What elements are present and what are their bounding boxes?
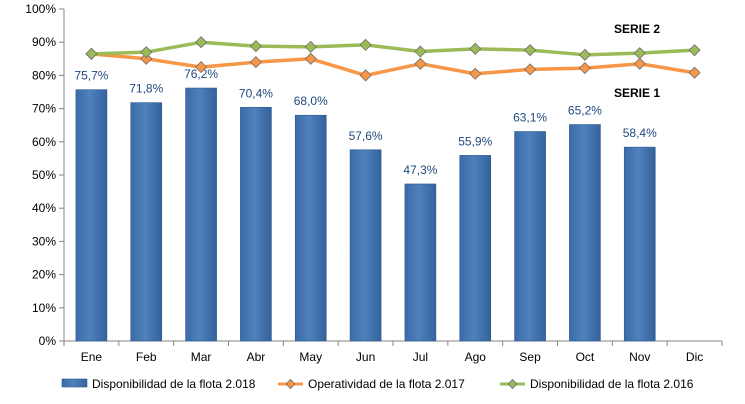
legend-label: Disponibilidad de la flota 2.018 (92, 377, 256, 391)
series-point-marker (304, 52, 317, 65)
legend-label: Disponibilidad de la flota 2.016 (530, 377, 694, 391)
x-tick-label: Mar (191, 350, 212, 364)
y-tick-label: 0% (39, 334, 57, 348)
x-tick-label: Ago (465, 350, 487, 364)
x-tick-label: Ene (81, 350, 103, 364)
bar (514, 131, 546, 342)
x-tick-label: Feb (136, 350, 157, 364)
series-point-marker (249, 56, 262, 69)
bar (349, 149, 382, 342)
bar (569, 124, 601, 342)
series-annotation: SERIE 2 (614, 22, 660, 36)
series-annotation: SERIE 1 (614, 86, 660, 100)
bar (185, 87, 217, 342)
series-point-marker (688, 44, 701, 57)
legend-swatch (61, 378, 88, 388)
bar (459, 155, 492, 342)
bar (404, 183, 437, 342)
bar-data-label: 55,9% (458, 134, 492, 148)
y-tick-label: 10% (32, 301, 56, 315)
bar-data-label: 63,1% (513, 111, 547, 125)
series-point-marker (578, 62, 591, 75)
x-tick-label: Jul (413, 350, 428, 364)
bar-data-label: 57,6% (349, 129, 383, 143)
series-point-marker (359, 38, 372, 51)
legend-marker (285, 378, 296, 390)
bar-data-label: 68,0% (294, 94, 328, 108)
bar (130, 102, 163, 342)
series-line (91, 40, 695, 57)
bar (75, 89, 108, 342)
y-tick-label: 80% (32, 68, 56, 82)
series-point-marker (524, 63, 537, 76)
bar-data-label: 47,3% (403, 163, 437, 177)
series-point-marker (304, 40, 317, 53)
series-point-marker (633, 57, 646, 70)
y-tick-label: 90% (32, 35, 56, 49)
y-tick-label: 50% (32, 168, 56, 182)
series-point-marker (469, 42, 482, 55)
legend-marker (507, 378, 518, 390)
series-line (91, 52, 695, 78)
x-tick-label: Nov (629, 350, 650, 364)
bar-data-label: 58,4% (623, 126, 657, 140)
series-point-marker (524, 44, 537, 57)
series-point-marker (414, 57, 427, 70)
series-point-marker (578, 48, 591, 61)
series-point-marker (633, 47, 646, 60)
bar-data-label: 65,2% (568, 104, 602, 118)
series-point-marker (195, 61, 208, 74)
bar-data-label: 71,8% (129, 82, 163, 96)
series-point-marker (195, 36, 208, 49)
bar (294, 114, 327, 342)
x-tick-label: Sep (519, 350, 541, 364)
series-point-marker (85, 47, 98, 60)
y-tick-label: 60% (32, 135, 56, 149)
bar-data-label: 75,7% (74, 69, 108, 83)
x-tick-label: May (299, 350, 322, 364)
x-tick-label: Jun (356, 350, 375, 364)
series-point-marker (469, 67, 482, 80)
legend-label: Operatividad de la flota 2.017 (308, 377, 465, 391)
x-tick-label: Abr (247, 350, 266, 364)
bar-data-label: 70,4% (239, 86, 273, 100)
series-point-marker (359, 69, 372, 82)
series-point-marker (249, 40, 262, 53)
bar (623, 146, 656, 342)
x-tick-label: Dic (686, 350, 703, 364)
x-tick-label: Oct (576, 350, 595, 364)
series-point-marker (414, 45, 427, 58)
series-point-marker (688, 66, 701, 79)
bar-data-label: 76,2% (184, 67, 218, 81)
y-tick-label: 20% (32, 268, 56, 282)
series-point-marker (140, 46, 153, 59)
y-tick-label: 70% (32, 102, 56, 116)
bar (240, 106, 272, 342)
y-tick-label: 40% (32, 201, 56, 215)
y-tick-label: 100% (25, 2, 56, 16)
y-tick-label: 30% (32, 234, 56, 248)
series-point-marker (140, 52, 153, 65)
